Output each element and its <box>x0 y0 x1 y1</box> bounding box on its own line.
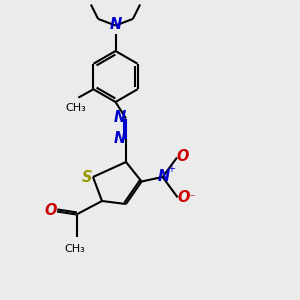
Text: N: N <box>114 110 126 125</box>
Text: N: N <box>114 130 126 146</box>
Text: N: N <box>158 169 170 184</box>
Text: O: O <box>177 190 190 205</box>
Text: CH₃: CH₃ <box>66 103 86 113</box>
Text: ⁻: ⁻ <box>188 192 195 206</box>
Text: O: O <box>177 149 189 164</box>
Text: N: N <box>110 17 122 32</box>
Text: CH₃: CH₃ <box>64 244 86 254</box>
Text: +: + <box>167 164 175 174</box>
Text: S: S <box>82 169 92 184</box>
Text: O: O <box>44 203 57 218</box>
